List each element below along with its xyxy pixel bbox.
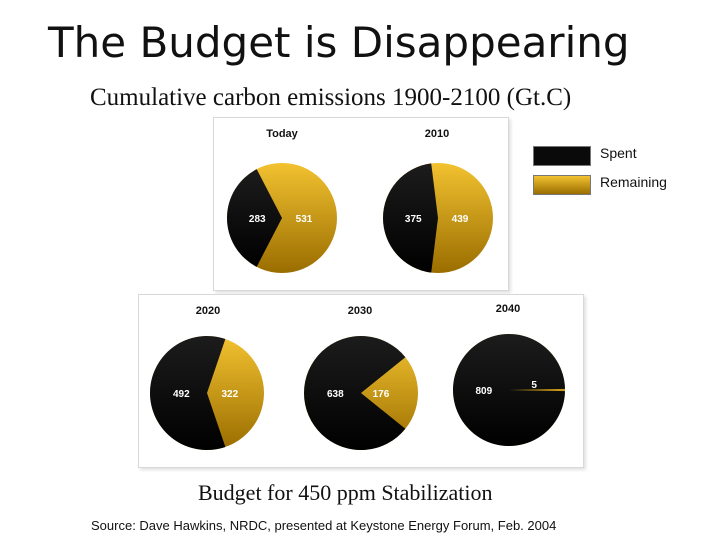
pie-title-2020: 2020 xyxy=(196,305,220,317)
pie-label-spent-2030: 638 xyxy=(327,389,344,400)
source-note: Source: Dave Hawkins, NRDC, presented at… xyxy=(91,518,557,533)
pie-title-today: Today xyxy=(266,128,298,140)
pie-label-remaining-today: 531 xyxy=(296,214,313,225)
pie-label-spent-today: 283 xyxy=(249,214,266,225)
slide-title: The Budget is Disappearing xyxy=(48,18,630,67)
slide-subtitle: Cumulative carbon emissions 1900-2100 (G… xyxy=(90,84,572,111)
pie-slice-spent-today xyxy=(227,169,282,267)
legend-remaining-label: Remaining xyxy=(600,174,667,190)
pie-label-spent-2040: 809 xyxy=(475,386,492,397)
pie-label-remaining-2040: 5 xyxy=(531,380,537,391)
pie-slice-spent-2010 xyxy=(383,163,438,273)
pie-label-spent-2010: 375 xyxy=(405,214,422,225)
legend-spent-label: Spent xyxy=(600,145,637,161)
pie-title-2030: 2030 xyxy=(348,305,372,317)
pie-title-2010: 2010 xyxy=(425,128,449,140)
legend-remaining-swatch xyxy=(533,175,591,195)
pie-slice-spent-2040 xyxy=(453,334,565,446)
pie-title-2040: 2040 xyxy=(496,303,520,315)
chart-caption: Budget for 450 ppm Stabilization xyxy=(198,480,493,505)
pie-label-spent-2020: 492 xyxy=(173,389,190,400)
pie-label-remaining-2010: 439 xyxy=(452,214,469,225)
pie-slice-spent-2020 xyxy=(150,336,226,450)
pie-slice-spent-2030 xyxy=(304,336,406,451)
pie-label-remaining-2020: 322 xyxy=(221,389,238,400)
legend-spent-swatch xyxy=(533,146,591,166)
pie-label-remaining-2030: 176 xyxy=(373,389,390,400)
